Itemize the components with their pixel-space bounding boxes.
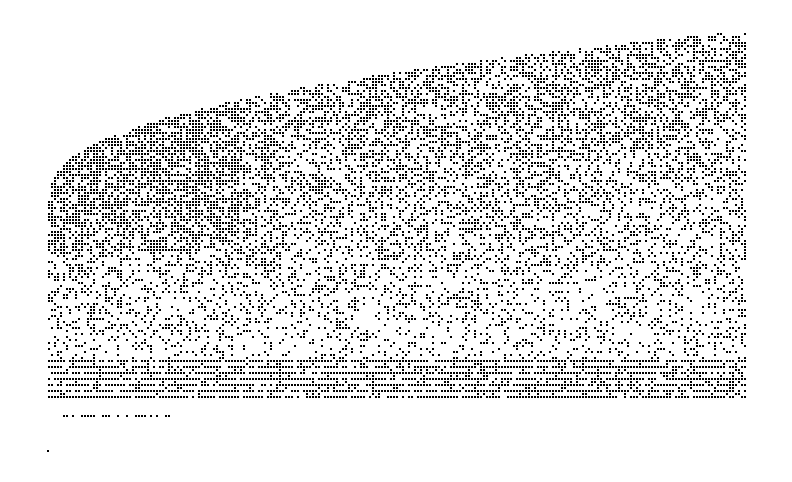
dot-pattern [47,33,746,452]
page: (() => { const data = JSON.parse(documen… [47,33,746,452]
